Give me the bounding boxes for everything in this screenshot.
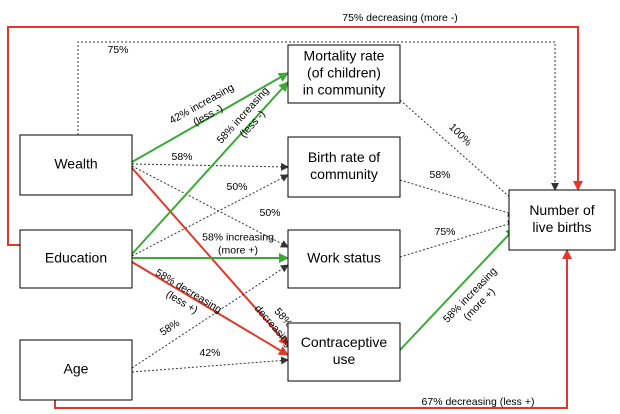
edge-line bbox=[131, 264, 289, 369]
node-box bbox=[287, 322, 401, 382]
node-box bbox=[19, 339, 133, 401]
edge-label-text: 42% bbox=[199, 347, 220, 359]
edge-label: 75% decreasing (more -) bbox=[342, 12, 458, 24]
node-label: Wealth bbox=[54, 156, 97, 172]
edge-label: 42% bbox=[199, 347, 220, 359]
edge-label: 75% bbox=[434, 226, 455, 238]
node-box bbox=[287, 44, 401, 104]
edge-label-text: 75% bbox=[107, 44, 128, 56]
node-label: (of children) bbox=[307, 65, 381, 81]
edge-line bbox=[399, 220, 516, 258]
edge-label: 75% bbox=[107, 44, 128, 56]
edge-label: 50% bbox=[226, 181, 247, 193]
edge-label-text: 100% bbox=[446, 121, 473, 148]
edge-line bbox=[54, 249, 572, 409]
edge-label-text: 67% decreasing (less +) bbox=[422, 396, 535, 408]
edge-label-text: 58% increasing bbox=[202, 231, 274, 243]
node-box bbox=[19, 229, 133, 289]
edge-line bbox=[131, 72, 289, 163]
edge-line bbox=[131, 81, 289, 255]
node-box bbox=[287, 229, 401, 289]
node-label: Number of bbox=[529, 202, 594, 218]
edge-label: 58% increasing(more +) bbox=[202, 231, 274, 256]
node-label: Age bbox=[64, 361, 89, 377]
edge-label-text: 58% bbox=[171, 151, 192, 163]
node-label: use bbox=[333, 351, 356, 367]
edge-line bbox=[399, 99, 523, 209]
edge-label-text: (more +) bbox=[218, 244, 258, 256]
node-label: Contraceptive bbox=[301, 334, 388, 350]
node-label: community bbox=[310, 166, 378, 182]
edge-label-text: 58% bbox=[429, 169, 450, 181]
edge-line bbox=[399, 179, 516, 217]
edge-line bbox=[131, 356, 289, 373]
edge-label: 58% bbox=[158, 317, 182, 339]
edge-label: 58% bbox=[171, 151, 192, 163]
edge-label: 67% decreasing (less +) bbox=[422, 396, 535, 408]
edge-label: 50% bbox=[259, 207, 280, 219]
edge-line bbox=[131, 174, 289, 257]
edge-line bbox=[77, 41, 559, 191]
node-label: in community bbox=[303, 82, 385, 98]
edge-label-text: 50% bbox=[259, 207, 280, 219]
edge-line bbox=[131, 165, 289, 248]
node-box bbox=[19, 134, 133, 196]
edge-label: 58% decreasing(less +) bbox=[153, 267, 224, 317]
edge-label-text: 75% bbox=[434, 226, 455, 238]
edge-line bbox=[399, 227, 516, 351]
edge-label: 100% bbox=[446, 121, 473, 148]
node-box bbox=[287, 136, 401, 198]
node-label: Mortality rate bbox=[304, 48, 385, 64]
edge-label-text: 50% bbox=[226, 181, 247, 193]
edge-line bbox=[131, 167, 289, 346]
edge-line bbox=[131, 261, 289, 356]
edge-label-text: 75% decreasing (more -) bbox=[342, 12, 458, 24]
node-label: Work status bbox=[307, 250, 381, 266]
edge-label: 58% increasing(more +) bbox=[441, 265, 500, 325]
node-label: Education bbox=[45, 250, 107, 266]
edge-label-text: 58% bbox=[158, 317, 182, 339]
node-label: live births bbox=[532, 219, 591, 235]
node-label: Birth rate of bbox=[308, 149, 380, 165]
node-box bbox=[508, 189, 616, 251]
edge-line bbox=[7, 26, 583, 246]
edge-label: 58% bbox=[429, 169, 450, 181]
